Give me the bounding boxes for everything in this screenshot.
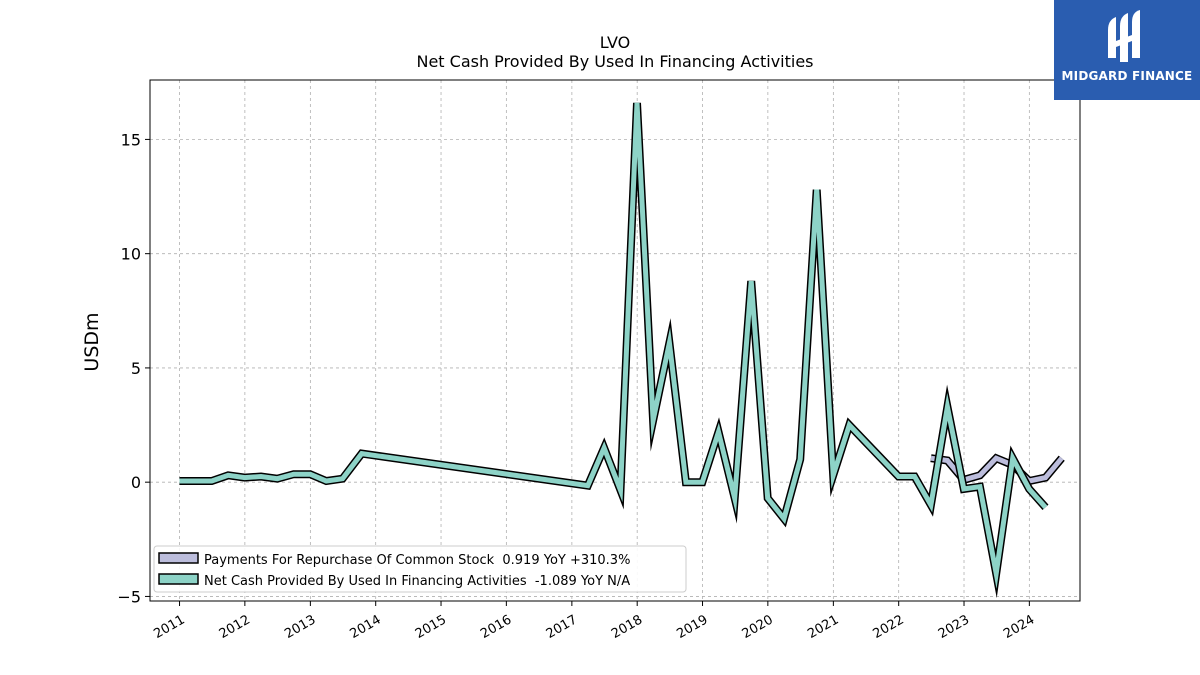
y-axis-ticks: −5 0 5 10 15 — [117, 130, 150, 606]
series-0 — [930, 453, 1065, 486]
y-tick-label: 0 — [131, 473, 141, 492]
x-tick-label: 2022 — [871, 612, 907, 642]
x-tick-label: 2013 — [282, 612, 318, 642]
series-line-outline — [179, 102, 1049, 599]
x-tick-label: 2020 — [740, 612, 776, 642]
legend-swatch-financing — [158, 573, 199, 585]
y-tick-label: 10 — [121, 245, 141, 264]
legend: Payments For Repurchase Of Common Stock … — [153, 545, 687, 593]
series-1 — [179, 102, 1049, 599]
logo-text: MIDGARD FINANCE — [1061, 69, 1193, 83]
x-tick-label: 2024 — [1001, 612, 1037, 642]
midgard-logo-mark-icon — [1108, 10, 1140, 62]
x-tick-label: 2014 — [348, 612, 384, 642]
y-axis-label: USDm — [81, 312, 103, 371]
y-tick-label: −5 — [117, 587, 141, 606]
series-line — [179, 102, 1048, 589]
x-tick-label: 2019 — [674, 612, 710, 642]
x-tick-label: 2023 — [936, 612, 972, 642]
midgard-finance-logo: MIDGARD FINANCE — [1054, 0, 1200, 100]
x-axis-ticks: 2011 2012 2013 2014 2015 2016 2017 2018 2019 2020… — [151, 601, 1037, 642]
y-tick-label: 15 — [121, 130, 141, 149]
legend-swatch-repurchase — [158, 552, 199, 564]
x-tick-label: 2011 — [151, 612, 187, 642]
x-tick-label: 2015 — [413, 612, 449, 642]
grid-layer — [150, 80, 1080, 601]
legend-label-repurchase: Payments For Repurchase Of Common Stock … — [204, 553, 630, 568]
y-tick-label: 5 — [131, 359, 141, 378]
legend-label-financing: Net Cash Provided By Used In Financing A… — [204, 574, 630, 589]
x-tick-label: 2012 — [217, 612, 253, 642]
series-layer — [179, 102, 1065, 599]
chart-subtitle: Net Cash Provided By Used In Financing A… — [416, 52, 813, 71]
x-tick-label: 2017 — [544, 612, 580, 642]
x-tick-label: 2021 — [805, 612, 841, 642]
plot-frame — [149, 79, 1081, 602]
x-tick-label: 2016 — [478, 612, 514, 642]
series-line — [930, 455, 1064, 484]
chart-title: LVO — [600, 33, 630, 52]
x-tick-label: 2018 — [609, 612, 645, 642]
